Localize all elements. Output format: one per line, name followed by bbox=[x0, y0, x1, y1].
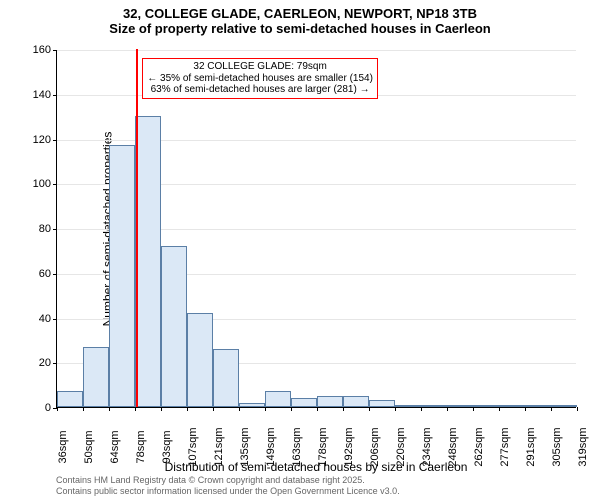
histogram-bar bbox=[135, 116, 161, 407]
histogram-bar bbox=[551, 405, 577, 407]
annotation-line: ← 35% of semi-detached houses are smalle… bbox=[147, 73, 373, 85]
xtick-label: 50sqm bbox=[83, 418, 95, 451]
plot-region: 02040608010012014016036sqm50sqm64sqm78sq… bbox=[56, 50, 576, 408]
xtick-mark bbox=[135, 407, 136, 411]
histogram-bar bbox=[473, 405, 499, 407]
xtick-mark bbox=[551, 407, 552, 411]
histogram-bar bbox=[525, 405, 551, 407]
ytick-label: 0 bbox=[45, 402, 57, 414]
xtick-label: 319sqm bbox=[577, 415, 589, 454]
ytick-label: 120 bbox=[33, 134, 57, 146]
xtick-label: 107sqm bbox=[187, 415, 199, 454]
xtick-label: 277sqm bbox=[499, 415, 511, 454]
xtick-mark bbox=[213, 407, 214, 411]
chart-area: Number of semi-detached properties 02040… bbox=[56, 50, 576, 408]
xtick-mark bbox=[83, 407, 84, 411]
xtick-mark bbox=[109, 407, 110, 411]
xtick-label: 206sqm bbox=[369, 415, 381, 454]
histogram-bar bbox=[265, 391, 291, 407]
footer-line2: Contains public sector information licen… bbox=[56, 486, 400, 496]
xtick-label: 220sqm bbox=[395, 415, 407, 454]
xtick-label: 234sqm bbox=[421, 415, 433, 454]
xtick-label: 149sqm bbox=[265, 415, 277, 454]
histogram-bar bbox=[343, 396, 369, 407]
ytick-label: 100 bbox=[33, 178, 57, 190]
title-line2: Size of property relative to semi-detach… bbox=[0, 21, 600, 36]
histogram-bar bbox=[291, 398, 317, 407]
xtick-mark bbox=[317, 407, 318, 411]
histogram-bar bbox=[239, 403, 265, 407]
xtick-label: 93sqm bbox=[161, 418, 173, 451]
xtick-label: 78sqm bbox=[135, 418, 147, 451]
histogram-bar bbox=[369, 400, 395, 407]
xtick-mark bbox=[499, 407, 500, 411]
histogram-bar bbox=[447, 405, 473, 407]
histogram-bar bbox=[499, 405, 525, 407]
xtick-label: 248sqm bbox=[447, 415, 459, 454]
histogram-bar bbox=[161, 246, 187, 407]
xtick-label: 163sqm bbox=[291, 415, 303, 454]
annotation-line: 63% of semi-detached houses are larger (… bbox=[147, 84, 373, 96]
ytick-label: 140 bbox=[33, 89, 57, 101]
x-axis-label: Distribution of semi-detached houses by … bbox=[165, 460, 468, 474]
xtick-label: 291sqm bbox=[525, 415, 537, 454]
xtick-mark bbox=[395, 407, 396, 411]
xtick-mark bbox=[57, 407, 58, 411]
xtick-label: 192sqm bbox=[343, 415, 355, 454]
histogram-bar bbox=[57, 391, 83, 407]
xtick-label: 305sqm bbox=[551, 415, 563, 454]
histogram-bar bbox=[395, 405, 421, 407]
xtick-mark bbox=[577, 407, 578, 411]
ytick-label: 60 bbox=[39, 268, 57, 280]
histogram-bar bbox=[421, 405, 447, 407]
histogram-bar bbox=[187, 313, 213, 407]
footer-attribution: Contains HM Land Registry data © Crown c… bbox=[56, 475, 400, 496]
histogram-bar bbox=[109, 145, 135, 407]
xtick-label: 36sqm bbox=[57, 418, 69, 451]
xtick-mark bbox=[369, 407, 370, 411]
xtick-mark bbox=[187, 407, 188, 411]
gridline bbox=[57, 50, 576, 51]
chart-container: 32, COLLEGE GLADE, CAERLEON, NEWPORT, NP… bbox=[0, 0, 600, 500]
xtick-mark bbox=[161, 407, 162, 411]
footer-line1: Contains HM Land Registry data © Crown c… bbox=[56, 475, 400, 485]
ytick-label: 160 bbox=[33, 44, 57, 56]
subject-marker-line bbox=[136, 49, 138, 407]
xtick-mark bbox=[343, 407, 344, 411]
annotation-line: 32 COLLEGE GLADE: 79sqm bbox=[147, 61, 373, 73]
histogram-bar bbox=[83, 347, 109, 407]
xtick-mark bbox=[473, 407, 474, 411]
xtick-mark bbox=[525, 407, 526, 411]
xtick-mark bbox=[421, 407, 422, 411]
title-block: 32, COLLEGE GLADE, CAERLEON, NEWPORT, NP… bbox=[0, 0, 600, 36]
xtick-label: 135sqm bbox=[239, 415, 251, 454]
title-line1: 32, COLLEGE GLADE, CAERLEON, NEWPORT, NP… bbox=[0, 6, 600, 21]
ytick-label: 40 bbox=[39, 313, 57, 325]
xtick-label: 262sqm bbox=[473, 415, 485, 454]
xtick-mark bbox=[291, 407, 292, 411]
xtick-mark bbox=[239, 407, 240, 411]
ytick-label: 80 bbox=[39, 223, 57, 235]
xtick-label: 121sqm bbox=[213, 415, 225, 454]
xtick-label: 178sqm bbox=[317, 415, 329, 454]
histogram-bar bbox=[213, 349, 239, 407]
histogram-bar bbox=[317, 396, 343, 407]
xtick-mark bbox=[265, 407, 266, 411]
xtick-mark bbox=[447, 407, 448, 411]
xtick-label: 64sqm bbox=[109, 418, 121, 451]
ytick-label: 20 bbox=[39, 357, 57, 369]
annotation-box: 32 COLLEGE GLADE: 79sqm← 35% of semi-det… bbox=[142, 58, 378, 99]
